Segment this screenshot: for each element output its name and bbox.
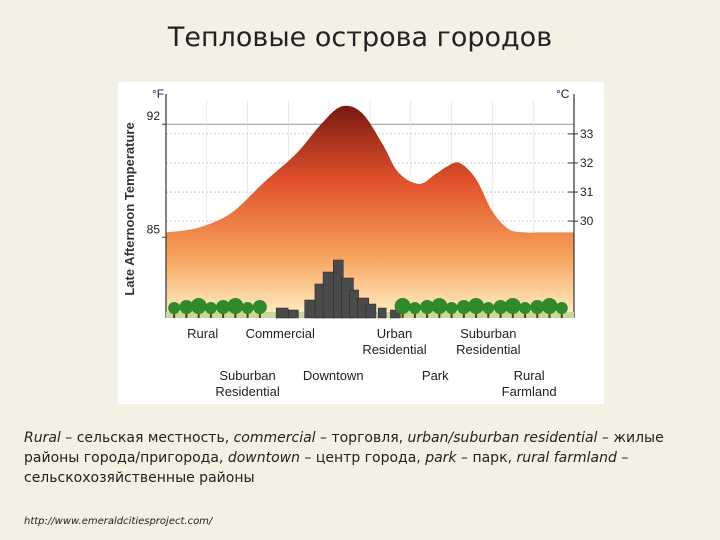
tick-label-c: 31: [580, 185, 594, 199]
tree: [227, 298, 244, 314]
slide-title: Тепловые острова городов: [167, 22, 553, 53]
tree-trunk: [209, 314, 212, 318]
tree-trunk: [197, 314, 200, 318]
category-label: Urban: [377, 326, 412, 341]
caption-term: park: [425, 450, 457, 466]
tick-label-f: 92: [147, 109, 161, 123]
tree-trunk: [438, 314, 441, 318]
caption-term: rural farmland: [516, 450, 617, 466]
caption-text: – парк,: [456, 450, 517, 466]
tree-trunk: [234, 314, 237, 318]
tree-trunk: [536, 314, 539, 318]
tree: [468, 298, 485, 314]
tree: [519, 302, 532, 314]
tree: [241, 302, 254, 314]
caption-text: – центр города,: [299, 450, 426, 466]
category-label: Rural: [514, 368, 545, 383]
tree: [530, 300, 545, 314]
tree-trunk: [524, 314, 527, 318]
tree-trunk: [487, 314, 490, 318]
category-label: Farmland: [502, 384, 557, 399]
tree-trunk: [246, 314, 249, 318]
building: [390, 309, 401, 319]
caption-text: – жилые районы города/пригорода,: [24, 430, 664, 466]
tree-trunk: [185, 314, 188, 318]
category-label: Residential: [456, 342, 520, 357]
tree: [431, 298, 448, 314]
tree: [541, 298, 558, 314]
building: [377, 307, 387, 319]
tree-trunk: [450, 314, 453, 318]
tree: [168, 302, 181, 314]
tree: [445, 302, 458, 314]
temperature-area: [166, 105, 574, 319]
building: [288, 309, 299, 319]
category-label: Downtown: [303, 368, 364, 383]
tree: [420, 300, 435, 314]
tree: [204, 302, 217, 314]
tree: [456, 300, 471, 314]
tree-trunk: [173, 314, 176, 318]
tree: [190, 298, 207, 314]
tick-label-f: 85: [147, 222, 161, 236]
category-label: Rural: [187, 326, 218, 341]
tick-label-c: 33: [580, 127, 594, 141]
tick-label-c: 30: [580, 214, 594, 228]
tree-trunk: [426, 314, 429, 318]
tree-trunk: [222, 314, 225, 318]
caption-text: – сельская местность,: [60, 430, 234, 446]
tree-trunk: [511, 314, 514, 318]
temperature-profile-chart: °F °C 92 85 33 32 31 30 Late Afternoon Temperatu…: [122, 87, 594, 399]
category-label: Residential: [362, 342, 426, 357]
category-label: Suburban: [460, 326, 516, 341]
caption-term: downtown: [227, 450, 300, 466]
tree-trunk: [258, 314, 261, 318]
building: [349, 289, 359, 319]
tree-trunk: [499, 314, 502, 318]
category-label: Suburban: [219, 368, 275, 383]
caption-term: commercial: [233, 430, 316, 446]
tree: [482, 302, 495, 314]
tree: [408, 302, 421, 314]
tree-trunk: [475, 314, 478, 318]
tree: [216, 300, 231, 314]
caption: Rural – сельская местность, commercial –…: [24, 428, 704, 488]
tree: [394, 298, 411, 314]
tree-trunk: [560, 314, 563, 318]
tree: [252, 300, 267, 314]
building: [365, 303, 377, 319]
category-label: Park: [422, 368, 449, 383]
tick-label-c: 32: [580, 156, 594, 170]
tree-trunk: [413, 314, 416, 318]
source-link[interactable]: http://www.emeraldcitiesproject.com/: [24, 516, 213, 527]
caption-term: urban/suburban residential: [407, 430, 598, 446]
caption-term: Rural: [24, 430, 61, 446]
tree: [504, 298, 521, 314]
caption-text: – торговля,: [315, 430, 408, 446]
tree: [555, 302, 568, 314]
tree-trunk: [548, 314, 551, 318]
tree-trunk: [462, 314, 465, 318]
right-unit-label: °C: [556, 87, 570, 101]
tree: [493, 300, 508, 314]
tree: [179, 300, 194, 314]
left-unit-label: °F: [152, 87, 164, 101]
heat-island-figure: °F °C 92 85 33 32 31 30 Late Afternoon Temperatu…: [118, 82, 604, 404]
caption-text: – сельскохозяйственные районы: [24, 450, 629, 486]
category-label: Residential: [215, 384, 279, 399]
building: [275, 307, 289, 319]
tree-trunk: [401, 314, 404, 318]
y-axis-title: Late Afternoon Temperature: [122, 122, 137, 295]
category-label: Commercial: [246, 326, 315, 341]
